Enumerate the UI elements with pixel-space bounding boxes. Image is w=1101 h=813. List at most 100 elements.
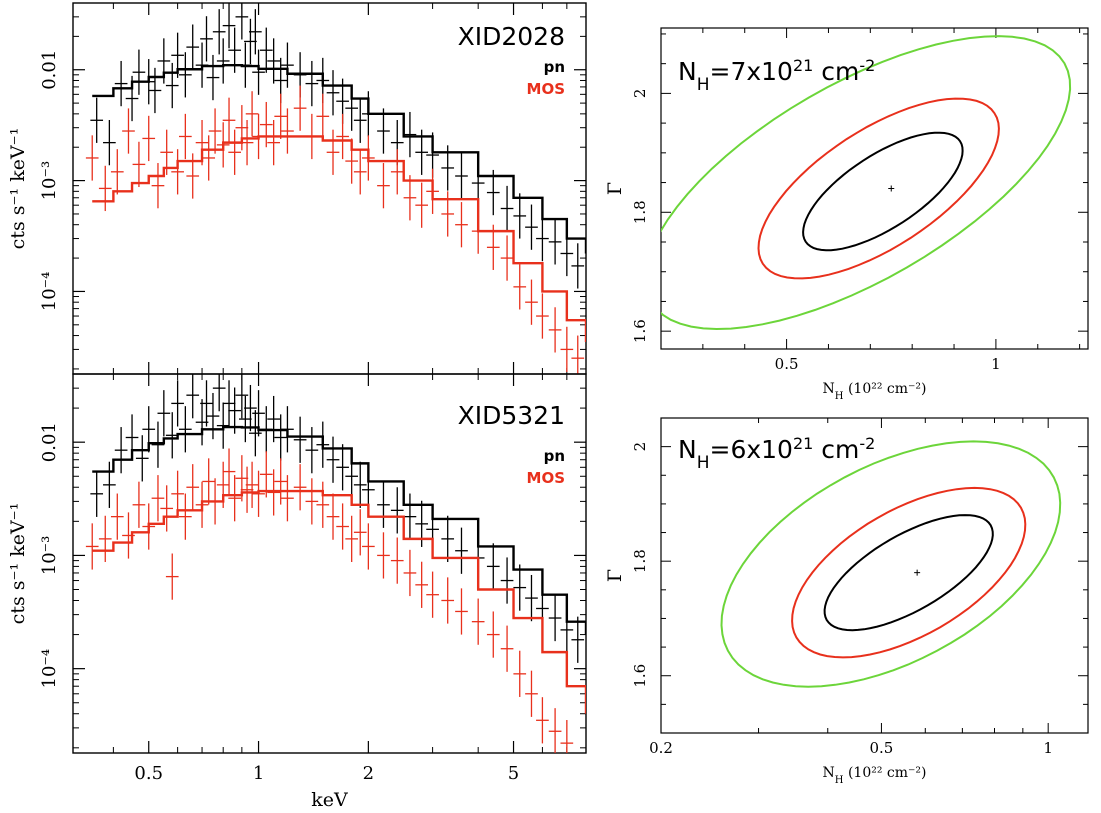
data-point xyxy=(403,111,417,158)
data-point xyxy=(142,115,156,162)
data-point xyxy=(455,588,468,635)
y-tick-label: 1.8 xyxy=(631,549,649,573)
y-tick-label: 1.8 xyxy=(631,200,649,224)
data-point xyxy=(114,60,128,107)
data-point xyxy=(281,108,294,154)
data-point xyxy=(200,16,213,62)
data-point xyxy=(240,466,254,513)
x-tick-label: 0.5 xyxy=(775,355,799,373)
data-point xyxy=(455,527,468,574)
data-point xyxy=(238,42,252,88)
y-axis-label: cts s⁻¹ keV⁻¹ xyxy=(7,128,29,250)
data-point xyxy=(245,91,259,137)
data-point xyxy=(259,451,273,498)
y-tick-label: 10⁻⁴ xyxy=(39,649,60,689)
data-point xyxy=(222,448,236,495)
data-point xyxy=(208,108,222,154)
data-point xyxy=(293,464,307,511)
data-point xyxy=(85,523,99,570)
data-point xyxy=(441,577,455,624)
data-point xyxy=(222,380,236,427)
y-tick-label: 10⁻⁴ xyxy=(39,272,60,312)
data-point xyxy=(281,406,294,453)
data-point xyxy=(548,708,562,753)
data-point xyxy=(259,406,273,453)
data-point xyxy=(259,27,273,73)
data-point xyxy=(525,279,538,325)
data-point xyxy=(222,3,236,49)
data-point xyxy=(415,182,429,228)
data-point xyxy=(390,537,404,584)
x-tick-label: 5 xyxy=(508,763,519,784)
x-tick-label: 0.2 xyxy=(649,739,673,757)
y-tick-label: 0.01 xyxy=(39,422,60,462)
data-point xyxy=(122,108,135,154)
data-point xyxy=(336,444,349,491)
data-point xyxy=(403,549,417,597)
data-point xyxy=(536,215,549,262)
data-point xyxy=(415,561,429,608)
y-tick-label: 1.6 xyxy=(631,664,649,688)
data-point xyxy=(281,42,294,88)
legend-entry-mos: MOS xyxy=(527,469,565,487)
data-point xyxy=(252,49,265,95)
data-point xyxy=(441,191,455,237)
best-fit-marker xyxy=(888,185,895,192)
data-point xyxy=(500,625,514,672)
data-point xyxy=(500,557,514,604)
data-point xyxy=(132,49,146,95)
data-point xyxy=(316,481,330,528)
data-point xyxy=(353,509,367,556)
data-point xyxy=(171,32,184,78)
data-point xyxy=(103,461,116,508)
plot-area xyxy=(85,374,586,753)
legend-entry-pn: pn xyxy=(544,447,565,465)
data-point xyxy=(571,243,585,289)
data-point xyxy=(132,481,146,528)
data-point xyxy=(160,485,174,532)
data-point xyxy=(274,414,288,461)
data-point xyxy=(403,175,417,221)
data-point xyxy=(471,208,485,254)
data-point xyxy=(274,93,288,139)
y-tick-label: 0.01 xyxy=(39,50,60,90)
data-point xyxy=(132,141,146,188)
data-point xyxy=(281,475,294,522)
data-point xyxy=(293,416,307,463)
plot-area xyxy=(661,35,1072,331)
data-point xyxy=(202,458,216,505)
data-point xyxy=(142,406,156,453)
data-point xyxy=(377,108,390,154)
data-point xyxy=(252,470,265,517)
data-point xyxy=(560,326,574,373)
data-point xyxy=(377,481,390,528)
data-point xyxy=(305,478,319,525)
data-point xyxy=(500,235,514,281)
x-tick-label: 1 xyxy=(253,763,264,784)
data-point xyxy=(142,59,156,105)
data-point xyxy=(240,120,254,166)
data-point xyxy=(216,461,230,508)
data-point xyxy=(142,503,156,550)
data-point xyxy=(362,523,375,570)
data-point xyxy=(548,594,562,642)
data-point xyxy=(415,129,429,175)
data-point xyxy=(212,9,226,55)
data-point xyxy=(228,387,241,434)
data-point xyxy=(548,219,562,265)
data-point xyxy=(486,224,500,270)
data-point xyxy=(345,85,359,131)
data-point xyxy=(228,129,241,175)
data-point xyxy=(235,374,249,419)
y-axis-label: Γ xyxy=(604,182,626,195)
data-point xyxy=(157,38,171,84)
data-point xyxy=(103,120,116,166)
data-point xyxy=(353,461,367,508)
data-point xyxy=(486,169,500,216)
data-point xyxy=(441,515,455,562)
data-point xyxy=(267,395,280,443)
data-point xyxy=(486,543,500,590)
data-point xyxy=(548,307,562,353)
data-point xyxy=(353,97,367,143)
